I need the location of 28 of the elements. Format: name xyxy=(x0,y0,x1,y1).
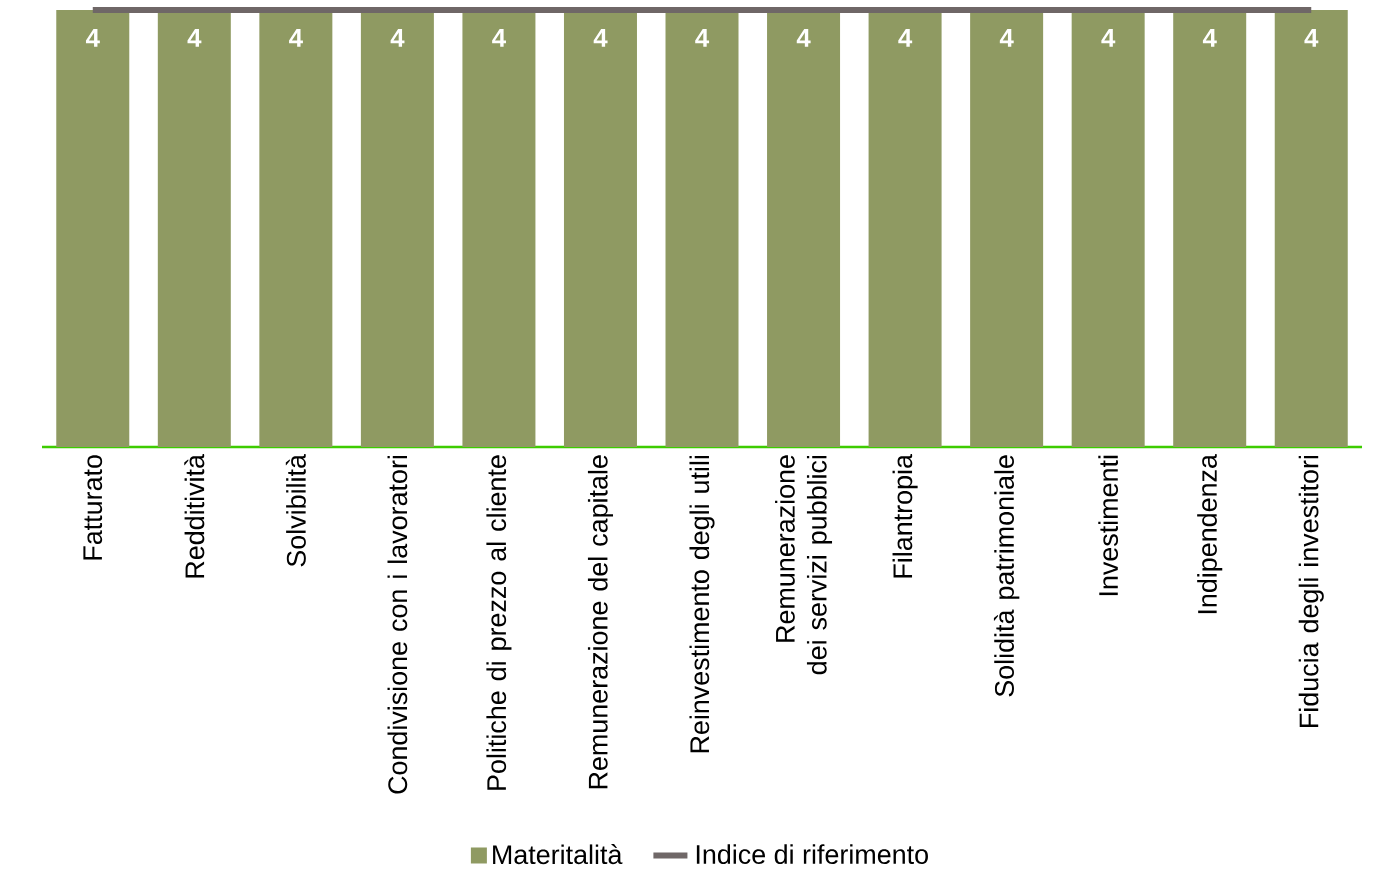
data-label: 4 xyxy=(898,29,913,47)
data-label: 4 xyxy=(1202,29,1217,47)
x-tick-label: Indipendenza xyxy=(1197,454,1223,614)
data-label: 4 xyxy=(999,29,1014,47)
data-label: 4 xyxy=(593,29,608,47)
x-tick-label: Solidità patrimoniale xyxy=(993,455,1020,697)
x-tick-label: Redditività xyxy=(184,454,205,578)
data-label: 4 xyxy=(390,29,405,47)
data-label: 4 xyxy=(796,29,811,47)
legend-label: Indice di riferimento xyxy=(696,844,928,864)
x-tick-label: Remunerazione del capitale xyxy=(587,455,614,789)
legend-label: Materitalità xyxy=(493,844,623,865)
x-tick-label: Solvibilità xyxy=(285,454,306,567)
x-tick-label: Remunerazione dei servizi pubblici xyxy=(775,455,833,675)
data-label: 4 xyxy=(187,29,202,47)
x-tick-label: Condivisione con i lavoratori xyxy=(387,455,408,794)
data-label: 4 xyxy=(1101,29,1116,47)
x-tick-label: Reinvestimento degli utili xyxy=(689,455,715,753)
x-tick-label: Filantropia xyxy=(892,454,918,578)
data-label: 4 xyxy=(1304,29,1319,47)
data-label: 4 xyxy=(695,29,710,47)
x-tick-label: Fiducia degli investitori xyxy=(1298,455,1324,727)
x-tick-label: Politiche di prezzo al cliente xyxy=(486,455,512,790)
x-tick-label: Fatturato xyxy=(83,455,103,560)
data-label: 4 xyxy=(492,29,507,47)
x-tick-label: Investimenti xyxy=(1098,455,1119,596)
data-label: 4 xyxy=(289,29,303,47)
data-label: 4 xyxy=(85,29,100,47)
